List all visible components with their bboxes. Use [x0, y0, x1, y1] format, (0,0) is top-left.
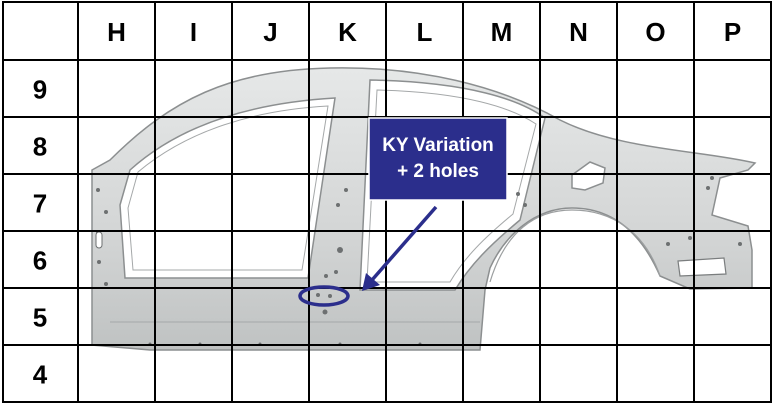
- callout-arrow: [362, 205, 438, 291]
- row-label: 5: [33, 303, 47, 333]
- row-label: 4: [33, 360, 48, 390]
- callout-box: KY Variation + 2 holes: [368, 117, 508, 201]
- column-labels: H I J K L M N O P: [107, 17, 741, 47]
- callout-line-1: KY Variation: [382, 135, 494, 156]
- callout-line-2: + 2 holes: [397, 161, 479, 182]
- panel-outline: [91, 67, 757, 351]
- rear-wheel-arch-edge: [489, 209, 661, 283]
- row-label: 9: [33, 75, 47, 105]
- column-label: J: [263, 17, 277, 47]
- column-label: P: [724, 17, 741, 47]
- column-label: H: [107, 17, 126, 47]
- panel-holes: [95, 176, 742, 346]
- column-label: M: [491, 17, 513, 47]
- body-side-panel: [91, 67, 757, 351]
- column-label: O: [645, 17, 665, 47]
- door-opening-flange-rear: [366, 89, 537, 283]
- row-label: 7: [33, 189, 47, 219]
- row-label: 6: [33, 246, 47, 276]
- column-label: L: [417, 17, 433, 47]
- tail-lamp-opening: [677, 257, 727, 277]
- column-label: K: [338, 17, 357, 47]
- row-labels: 9 8 7 6 5 4: [33, 75, 48, 390]
- highlight-ellipse: [298, 285, 350, 307]
- row-label: 8: [33, 132, 47, 162]
- column-label: N: [569, 17, 588, 47]
- column-label: I: [190, 17, 197, 47]
